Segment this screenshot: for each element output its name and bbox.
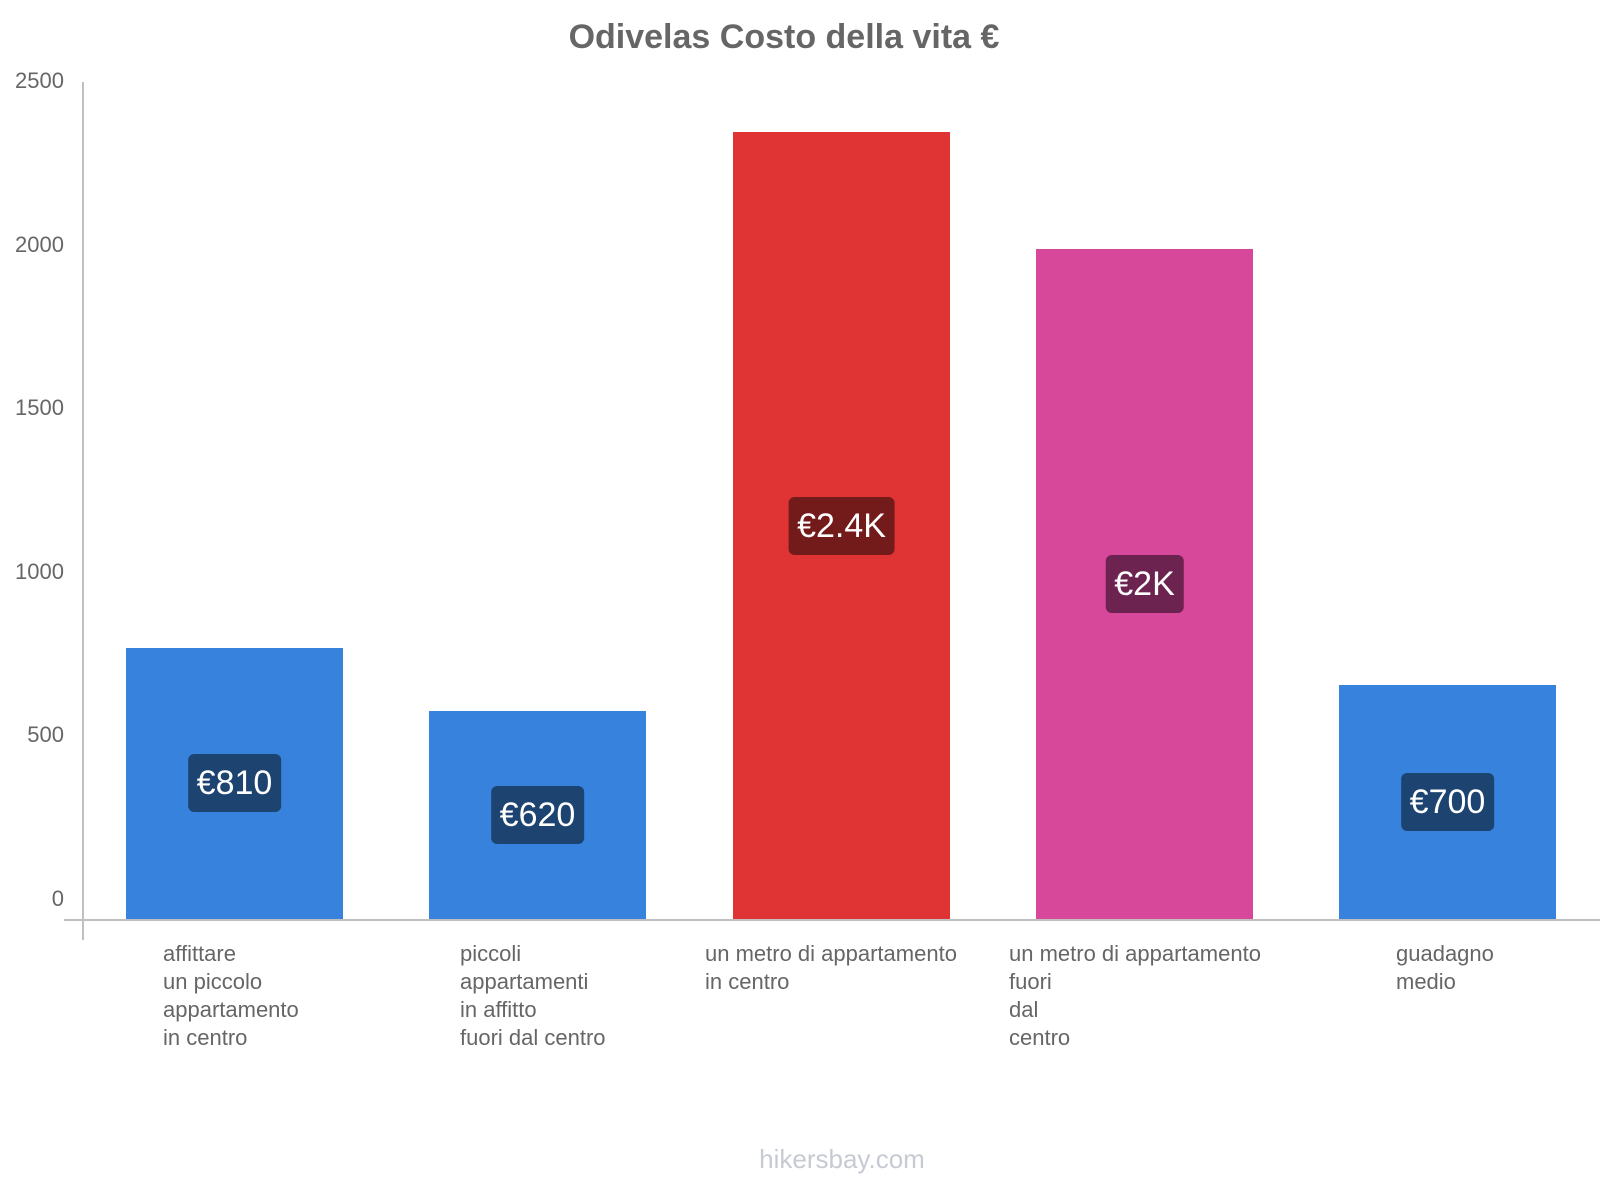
value-label-2: €2.4K: [788, 496, 895, 555]
y-tick-500: 500: [27, 722, 64, 747]
x-label-2: un metro di appartamento in centro: [705, 941, 957, 994]
y-tick-2000: 2000: [15, 232, 64, 257]
watermark: hikersbay.com: [759, 1144, 925, 1174]
x-label-1: piccoli appartamenti in affitto fuori da…: [460, 941, 606, 1050]
y-tick-1000: 1000: [15, 559, 64, 584]
y-axis-line: [82, 82, 84, 940]
value-label-0: €810: [187, 754, 282, 813]
value-label-1: €620: [490, 786, 585, 845]
x-label-3: un metro di appartamento fuori dal centr…: [1009, 941, 1261, 1050]
value-label-3: €2K: [1105, 555, 1184, 614]
x-label-4: guadagno medio: [1396, 941, 1494, 994]
y-tick-1500: 1500: [15, 395, 64, 420]
y-tick-0: 0: [51, 886, 64, 911]
chart-title: Odivelas Costo della vita €: [568, 18, 1000, 56]
x-axis-line: [64, 919, 1600, 921]
value-label-4: €700: [1400, 772, 1495, 831]
x-label-0: affittare un piccolo appartamento in cen…: [163, 941, 299, 1050]
y-tick-2500: 2500: [15, 68, 64, 93]
